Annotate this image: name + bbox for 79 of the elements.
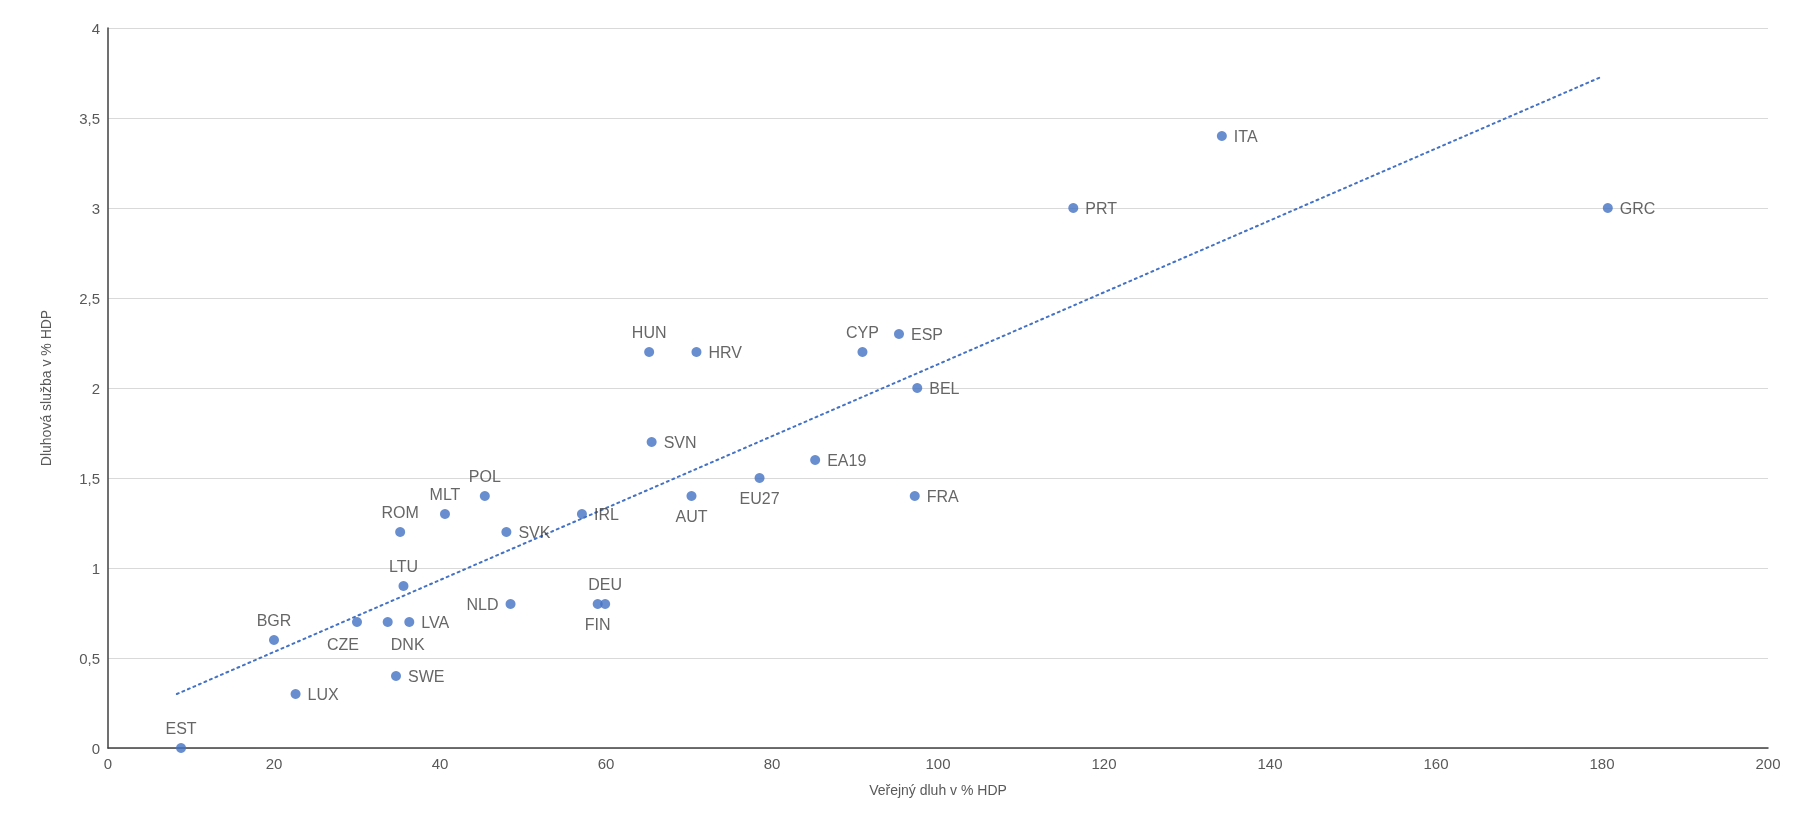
point [754,473,765,483]
annotation: HUN [631,323,667,341]
annotation: SVN [663,433,697,451]
point [395,527,406,537]
point [909,491,920,501]
point [894,329,904,339]
y-tick-label: 4 [91,19,100,37]
annotation: CZE [327,635,359,653]
x-tick-label: 60 [597,755,615,772]
x-tick-label: 100 [925,755,951,772]
annotation: NLD [466,595,499,613]
annotation: IRL [593,505,619,523]
annotation: MLT [429,485,461,503]
annotation: HRV [708,343,743,361]
point [576,509,587,519]
annotation: DNK [390,635,425,653]
point [646,437,657,447]
x-tick-label: 120 [1091,755,1117,772]
annotation: EST [165,719,197,737]
x-tick-label: 200 [1755,755,1781,772]
y-tick-label: 1,5 [79,469,100,487]
annotation: GRC [1619,199,1656,217]
y-tick-label: 1 [91,559,100,577]
annotation: EA19 [827,451,867,469]
point [391,671,402,681]
y-tick-label: 2,5 [79,289,100,307]
y-tick-label: 2 [91,379,100,397]
annotation: PRT [1085,199,1118,217]
y-tick-label: 3 [91,199,100,217]
y-tick-label: 0,5 [79,649,100,667]
point [479,491,490,501]
annotation: DEU [588,575,623,593]
annotation: FRA [926,487,960,505]
annotation: SVK [518,523,551,541]
point [1602,203,1613,213]
annotation: LUX [307,685,340,703]
point [269,635,279,645]
point [600,599,611,609]
x-axis-title: Veřejný dluh v % HDP [869,782,1007,798]
point [501,527,512,537]
x-tick-label: 20 [265,755,283,772]
x-tick-label: 140 [1257,755,1283,772]
point [1216,131,1227,141]
annotation: SWE [408,667,445,685]
y-axis-title: Dluhová služba v % HDP [38,309,54,467]
point [398,581,409,591]
point [404,617,415,627]
point [644,347,655,357]
annotation: CYP [846,323,879,341]
point [176,743,187,753]
x-tick-label: 40 [431,755,449,772]
x-tick-label: 80 [763,755,781,772]
annotation: ESP [910,325,944,343]
point [290,689,301,699]
annotation: ITA [1233,127,1258,145]
point [691,347,702,357]
x-tick-label: 180 [1589,755,1615,772]
annotation: ROM [381,503,419,521]
annotation: FIN [584,615,611,633]
point [810,455,821,465]
point [1068,203,1079,213]
point [439,509,450,519]
point [352,617,362,627]
annotation: POL [468,467,501,485]
point [382,617,393,627]
x-tick-label: 160 [1423,755,1449,772]
point [686,491,697,501]
y-tick-label: 3,5 [79,109,100,127]
annotation: EU27 [739,489,780,507]
point [857,347,868,357]
point [912,383,923,393]
x-tick-label: 0 [103,755,113,772]
annotation: BGR [256,611,292,629]
annotation: AUT [675,507,708,525]
y-tick-label: 0 [91,739,100,757]
annotation: LTU [388,557,418,575]
point [505,599,516,609]
annotation: BEL [929,379,960,397]
annotation: LVA [421,613,450,631]
